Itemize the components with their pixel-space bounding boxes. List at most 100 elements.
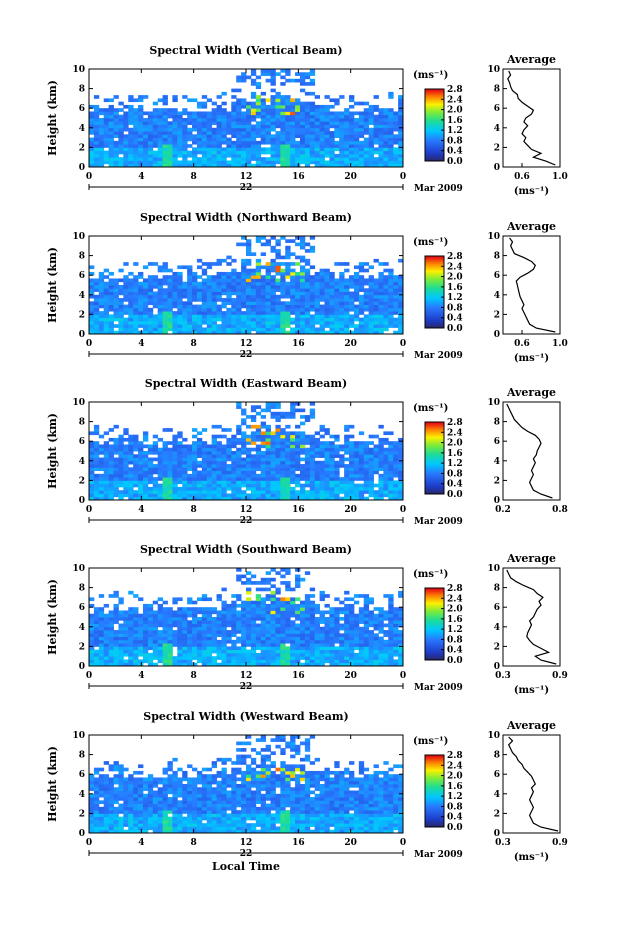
heatmap-cell	[295, 108, 301, 112]
heatmap-cell	[123, 118, 129, 122]
heatmap-cell	[236, 574, 242, 579]
heatmap-cell	[383, 140, 389, 145]
heatmap-cell	[196, 646, 203, 651]
heatmap-cell	[93, 662, 100, 667]
heatmap-cell	[201, 464, 208, 468]
heatmap-cell	[280, 480, 286, 485]
heatmap-cell	[206, 643, 213, 647]
heatmap-cell	[133, 111, 139, 116]
heatmap-cell	[270, 275, 276, 279]
heatmap-cell	[241, 262, 247, 266]
heatmap-cell	[383, 486, 389, 491]
heatmap-cell	[280, 314, 286, 319]
heatmap-cell	[309, 249, 316, 253]
heatmap-cell	[211, 460, 217, 465]
heatmap-cell	[98, 444, 105, 449]
heatmap-cell	[93, 311, 100, 315]
heatmap-cell	[147, 301, 154, 305]
heatmap-cell	[270, 431, 276, 436]
heatmap-cell	[118, 118, 124, 122]
heatmap-cell	[344, 467, 350, 471]
heatmap-cell	[250, 144, 257, 148]
heatmap-cell	[383, 275, 389, 279]
heatmap-cell	[108, 656, 114, 660]
heatmap-cell	[226, 496, 232, 501]
heatmap-cell	[142, 301, 149, 305]
colorbar-segment	[425, 149, 444, 152]
heatmap-cell	[98, 301, 105, 305]
heatmap-cell	[201, 646, 208, 651]
heatmap-cell	[398, 441, 404, 445]
heatmap-cell	[196, 454, 203, 458]
heatmap-cell	[280, 607, 286, 611]
heatmap-cell	[250, 415, 257, 419]
heatmap-cell	[152, 114, 159, 119]
heatmap-cell	[93, 428, 100, 432]
heatmap-cell	[373, 311, 379, 315]
heatmap-cell	[378, 314, 384, 319]
heatmap-cell	[334, 301, 340, 305]
profile-y-tick-label: 2	[494, 143, 500, 153]
heatmap-cell	[196, 163, 203, 168]
colorbar-segment	[425, 123, 444, 126]
heatmap-cell	[192, 307, 198, 312]
heatmap-cell	[118, 140, 124, 145]
heatmap-cell	[373, 327, 379, 332]
heatmap-cell	[201, 95, 208, 99]
heatmap-cell	[93, 623, 100, 628]
heatmap-cell	[304, 311, 311, 315]
heatmap-cell	[373, 434, 379, 439]
heatmap-cell	[89, 320, 95, 325]
heatmap-cell	[93, 281, 100, 286]
heatmap-cell	[231, 157, 237, 161]
heatmap-cell	[378, 320, 384, 325]
heatmap-cell	[334, 451, 340, 455]
heatmap-cell	[349, 330, 355, 335]
heatmap-cell	[265, 646, 271, 651]
heatmap-cell	[265, 483, 271, 488]
heatmap-cell	[275, 437, 281, 442]
heatmap-cell	[172, 150, 178, 155]
heatmap-cell	[196, 324, 203, 328]
heatmap-cell	[368, 317, 374, 322]
heatmap-cell	[358, 496, 365, 501]
heatmap-cell	[133, 464, 139, 468]
heatmap-cell	[250, 496, 257, 501]
heatmap-cell	[142, 121, 149, 125]
heatmap-cell	[211, 311, 217, 315]
heatmap-cell	[250, 294, 257, 299]
heatmap-cell	[344, 424, 350, 429]
heatmap-cell	[270, 82, 276, 86]
heatmap-cell	[152, 327, 159, 332]
heatmap-cell	[187, 268, 193, 273]
heatmap-cell	[265, 330, 271, 335]
heatmap-cell	[299, 324, 306, 328]
heatmap-cell	[246, 486, 252, 491]
heatmap-cell	[113, 617, 119, 621]
heatmap-cell	[187, 111, 193, 116]
heatmap-cell	[236, 324, 242, 328]
heatmap-cell	[339, 496, 345, 501]
heatmap-cell	[280, 75, 286, 80]
heatmap-cell	[299, 239, 306, 243]
colorbar-tick-label: 1.2	[447, 293, 463, 303]
heatmap-cell	[285, 460, 291, 465]
heatmap-cell	[260, 470, 267, 475]
heatmap-cell	[275, 636, 281, 641]
heatmap-cell	[270, 584, 276, 588]
heatmap-cell	[280, 320, 286, 325]
profile-y-tick-label: 6	[494, 104, 500, 114]
heatmap-cell	[275, 160, 281, 165]
heatmap-cell	[250, 662, 257, 667]
heatmap-cell	[152, 441, 159, 445]
heatmap-cell	[201, 610, 208, 615]
heatmap-cell	[167, 150, 173, 155]
heatmap-cell	[299, 444, 306, 449]
heatmap-cell	[211, 656, 217, 660]
heatmap-cell	[250, 137, 257, 142]
heatmap-cell	[187, 467, 193, 471]
heatmap-cell	[304, 150, 311, 155]
heatmap-cell	[216, 157, 222, 161]
heatmap-cell	[226, 163, 232, 168]
heatmap-cell	[290, 639, 296, 644]
